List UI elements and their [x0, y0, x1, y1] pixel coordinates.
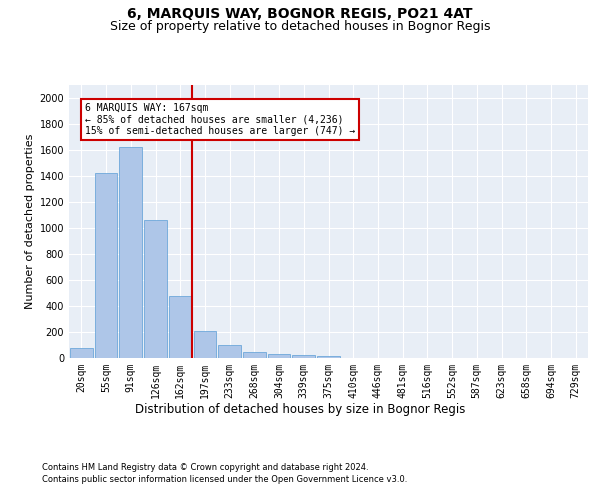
Bar: [194, 331, 216, 357]
Text: 6, MARQUIS WAY, BOGNOR REGIS, PO21 4AT: 6, MARQUIS WAY, BOGNOR REGIS, PO21 4AT: [127, 8, 473, 22]
Bar: [95, 173, 118, 358]
Bar: [317, 356, 340, 358]
Bar: [218, 344, 241, 358]
Y-axis label: Number of detached properties: Number of detached properties: [25, 134, 35, 309]
Bar: [243, 352, 266, 358]
Bar: [70, 348, 93, 358]
Bar: [119, 148, 142, 358]
Bar: [268, 354, 290, 358]
Bar: [169, 296, 191, 358]
Bar: [292, 355, 315, 358]
Text: Contains public sector information licensed under the Open Government Licence v3: Contains public sector information licen…: [42, 475, 407, 484]
Text: Contains HM Land Registry data © Crown copyright and database right 2024.: Contains HM Land Registry data © Crown c…: [42, 462, 368, 471]
Text: Size of property relative to detached houses in Bognor Regis: Size of property relative to detached ho…: [110, 20, 490, 33]
Bar: [144, 220, 167, 358]
Text: 6 MARQUIS WAY: 167sqm
← 85% of detached houses are smaller (4,236)
15% of semi-d: 6 MARQUIS WAY: 167sqm ← 85% of detached …: [85, 103, 355, 136]
Text: Distribution of detached houses by size in Bognor Regis: Distribution of detached houses by size …: [135, 402, 465, 415]
